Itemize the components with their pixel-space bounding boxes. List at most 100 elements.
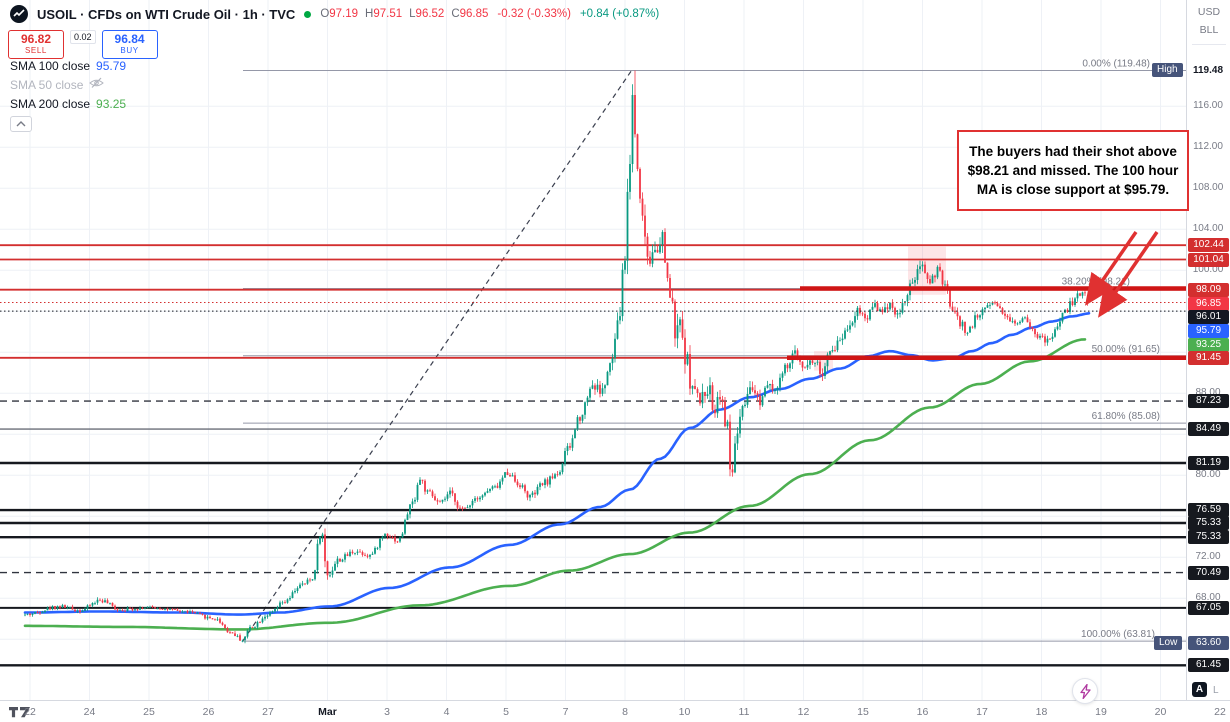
time-axis-label: 22 bbox=[24, 706, 36, 718]
price-level-badge[interactable]: 81.19 bbox=[1188, 456, 1229, 470]
time-axis-label: 7 bbox=[562, 706, 569, 718]
eye-off-icon[interactable] bbox=[89, 77, 105, 92]
spread-value: 0.02 bbox=[70, 30, 96, 44]
ohlc-readout: O97.19 H97.51 L96.52 C96.85 bbox=[320, 8, 488, 20]
symbol-title[interactable]: USOIL · CFDs on WTI Crude Oil · 1h · TVC bbox=[37, 6, 296, 22]
high-label: H bbox=[365, 8, 374, 20]
candles-up-wicks bbox=[24, 84, 1083, 644]
close-value: 96.85 bbox=[459, 8, 489, 20]
price-axis-label: 116.00 bbox=[1193, 100, 1223, 112]
low-marker-badge: Low bbox=[1154, 636, 1183, 650]
price-level-badge[interactable]: 96.01 bbox=[1188, 310, 1229, 324]
fib-level-label: 50.00% (91.65) bbox=[1092, 344, 1160, 355]
price-axis-label: 119.48 bbox=[1192, 64, 1224, 76]
price-level-badge[interactable]: 101.04 bbox=[1188, 252, 1229, 267]
date-row: 22 24 25 26 27 Mar 3 4 5 7 8 10 11 12 15 16 17 18 19 20 22 bbox=[0, 701, 1226, 722]
price-axis-label: 68.00 bbox=[1195, 592, 1221, 604]
buy-button[interactable]: 96.84 BUY bbox=[101, 30, 158, 59]
axis-unit-label[interactable]: BLL bbox=[1199, 24, 1219, 36]
indicator-value: 95.79 bbox=[96, 58, 127, 73]
fib-level-label: 100.00% (63.81) bbox=[1081, 629, 1155, 640]
price-level-badge[interactable]: 95.79 bbox=[1188, 324, 1229, 338]
indicator-row-sma200[interactable]: SMA 200 close 93.25 bbox=[10, 94, 126, 113]
annotation-note[interactable]: The buyers had their shot above $98.21 a… bbox=[957, 130, 1189, 212]
indicator-legend: SMA 100 close 95.79 SMA 50 close SMA 200… bbox=[10, 56, 126, 113]
candlesticks-down[interactable] bbox=[29, 95, 1089, 641]
time-axis-label: 18 bbox=[1035, 706, 1048, 718]
time-axis-label: 8 bbox=[622, 706, 628, 718]
candlesticks-up[interactable] bbox=[24, 95, 1084, 642]
open-label: O bbox=[320, 8, 330, 20]
time-axis-label: 3 bbox=[384, 706, 390, 718]
annotation-arrow[interactable] bbox=[1085, 231, 1138, 306]
high-marker-badge: High bbox=[1152, 63, 1183, 77]
annotation-arrow[interactable] bbox=[1098, 231, 1159, 318]
trendline[interactable] bbox=[242, 69, 633, 642]
indicator-name: SMA 50 close bbox=[10, 77, 84, 92]
price-level-badge[interactable]: 102.44 bbox=[1188, 238, 1229, 253]
change-secondary-value: +0.84 (+0.87%) bbox=[579, 8, 660, 20]
legend-collapse-button[interactable] bbox=[10, 116, 32, 132]
price-chart-canvas[interactable]: 0.00% (119.48)38.20% (98.21)50.00% (91.6… bbox=[0, 0, 1186, 700]
price-level-badge[interactable]: 84.49 bbox=[1188, 422, 1229, 437]
time-axis-label: 16 bbox=[916, 706, 929, 718]
close-label: C bbox=[451, 8, 460, 20]
price-axis-label: 80.00 bbox=[1195, 469, 1221, 481]
time-axis-label: 11 bbox=[738, 706, 750, 718]
price-axis-label: 100.00 bbox=[1192, 264, 1224, 276]
lightning-button[interactable] bbox=[1072, 678, 1098, 704]
price-level-badge[interactable]: 61.45 bbox=[1188, 658, 1229, 673]
symbol-logo-icon bbox=[10, 5, 28, 23]
price-level-badge[interactable]: 87.23 bbox=[1188, 394, 1229, 409]
price-level-badge[interactable]: 63.60 bbox=[1188, 636, 1229, 651]
open-value: 97.19 bbox=[329, 8, 359, 20]
price-axis-label: 88.00 bbox=[1195, 387, 1221, 399]
high-value: 97.51 bbox=[373, 8, 403, 20]
sma-200-line[interactable] bbox=[23, 338, 1087, 631]
indicator-value: 93.25 bbox=[96, 96, 127, 111]
auto-scale-badge[interactable]: A bbox=[1192, 682, 1207, 697]
indicator-row-sma50[interactable]: SMA 50 close bbox=[10, 75, 126, 94]
change-value: -0.32 (-0.33%) bbox=[497, 8, 571, 20]
price-level-badge[interactable]: 93.25 bbox=[1188, 338, 1229, 352]
price-level-badge[interactable]: 76.59 bbox=[1188, 503, 1229, 518]
time-axis-label: 25 bbox=[143, 706, 155, 718]
price-level-badge[interactable]: 91.45 bbox=[1188, 350, 1229, 365]
time-axis-label: 5 bbox=[503, 706, 509, 718]
market-status-icon bbox=[304, 10, 312, 18]
time-axis-label: 10 bbox=[678, 706, 691, 718]
axis-divider bbox=[1192, 44, 1226, 45]
price-level-badge[interactable]: 75.33 bbox=[1188, 530, 1229, 545]
price-axis[interactable]: USD BLL 119.48 116.00 112.00 108.00 104.00 10… bbox=[1186, 0, 1230, 700]
buy-label: BUY bbox=[120, 46, 139, 55]
price-axis-label: 72.00 bbox=[1195, 551, 1221, 563]
time-axis-label: 26 bbox=[202, 706, 215, 718]
time-axis-label: 12 bbox=[797, 706, 810, 718]
time-axis[interactable]: 22 24 25 26 27 Mar 3 4 5 7 8 10 11 12 15 16 17 18 19 20 22 bbox=[0, 700, 1230, 722]
buy-price: 96.84 bbox=[114, 32, 145, 46]
time-axis-label: 15 bbox=[857, 706, 869, 718]
low-label: L bbox=[409, 8, 416, 20]
price-axis-label: 104.00 bbox=[1192, 223, 1224, 235]
time-axis-label: 20 bbox=[1154, 706, 1167, 718]
chart-header: USOIL · CFDs on WTI Crude Oil · 1h · TVC… bbox=[0, 0, 659, 28]
price-level-badge[interactable]: 98.09 bbox=[1188, 282, 1229, 297]
price-level-badge[interactable]: 67.05 bbox=[1188, 600, 1229, 615]
sell-button[interactable]: 96.82 SELL bbox=[8, 30, 64, 59]
indicator-row-sma100[interactable]: SMA 100 close 95.79 bbox=[10, 56, 126, 75]
price-axis-label: 108.00 bbox=[1192, 182, 1224, 194]
tradingview-logo-icon[interactable] bbox=[8, 705, 32, 722]
price-level-badge[interactable]: 75.33 bbox=[1188, 516, 1229, 530]
indicator-name: SMA 200 close bbox=[10, 96, 91, 111]
sell-label: SELL bbox=[25, 46, 47, 55]
buy-sell-widget: 96.82 SELL 0.02 96.84 BUY bbox=[8, 30, 158, 59]
sma-100-line[interactable] bbox=[23, 311, 1091, 616]
log-scale-toggle[interactable]: L bbox=[1213, 685, 1219, 696]
fib-level-label: 61.80% (85.08) bbox=[1092, 411, 1160, 422]
price-level-badge[interactable]: 96.85 bbox=[1188, 297, 1229, 311]
axis-currency-label[interactable]: USD bbox=[1197, 6, 1221, 18]
price-level-badge[interactable]: 70.49 bbox=[1188, 565, 1229, 580]
time-axis-label: 19 bbox=[1095, 706, 1107, 718]
time-axis-label: 4 bbox=[443, 706, 450, 718]
